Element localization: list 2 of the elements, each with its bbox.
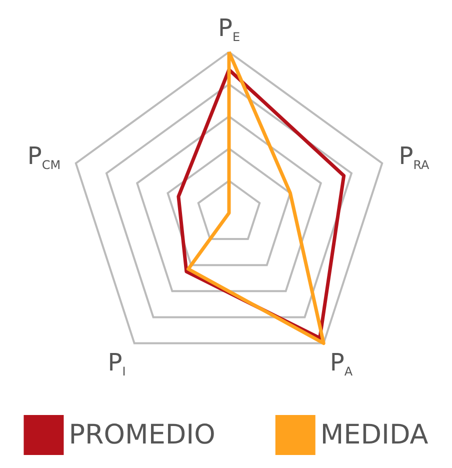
legend-label: PROMEDIO: [68, 420, 216, 450]
legend-label: MEDIDA: [320, 420, 429, 450]
